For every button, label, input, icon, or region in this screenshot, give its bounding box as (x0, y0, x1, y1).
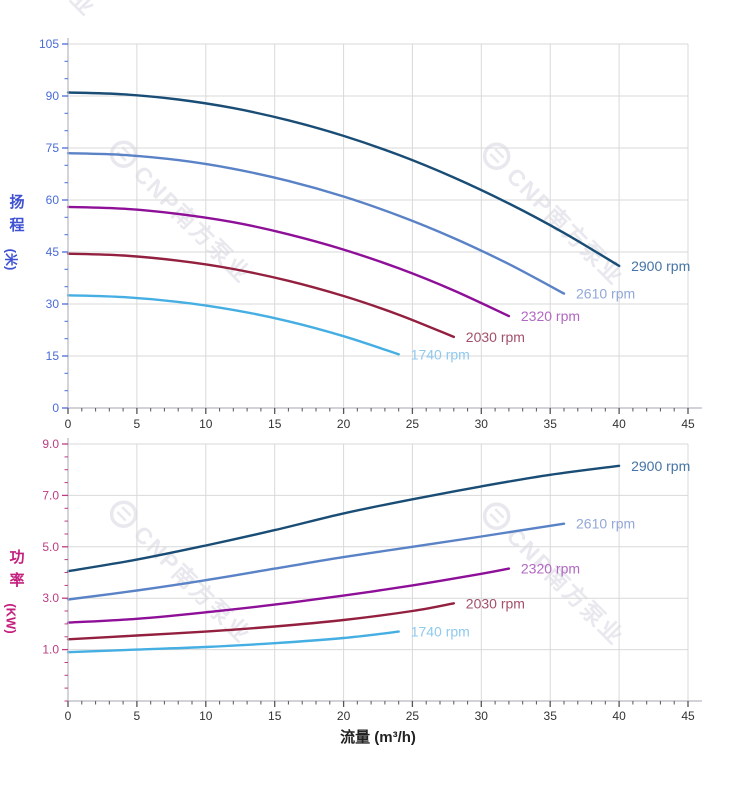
x-tick-label: 30 (475, 417, 489, 431)
y-tick-label: 105 (39, 37, 59, 51)
y-tick-label: 90 (46, 89, 60, 103)
head-chart-label-1740rpm: 1740 rpm (411, 346, 470, 362)
x-tick-label: 40 (612, 709, 626, 723)
x-tick-label: 45 (681, 417, 695, 431)
power-chart-curve-1740rpm (66, 630, 400, 654)
power-chart-label-2320rpm: 2320 rpm (521, 561, 580, 577)
power-y-axis-title: 功率 (9, 549, 25, 589)
power-chart-curve-2900rpm (66, 464, 621, 573)
x-tick-label: 10 (199, 417, 213, 431)
x-tick-label: 30 (475, 709, 489, 723)
power-chart-label-2030rpm: 2030 rpm (466, 595, 525, 611)
head-chart-label-2900rpm: 2900 rpm (631, 258, 690, 274)
power-chart-curve-2610rpm (66, 522, 566, 601)
y-tick-label: 15 (46, 349, 60, 363)
y-tick-label: 60 (46, 193, 60, 207)
head-chart-curve-1740rpm (66, 294, 400, 356)
x-tick-label: 40 (612, 417, 626, 431)
x-tick-label: 5 (134, 417, 141, 431)
x-tick-label: 0 (65, 709, 72, 723)
x-tick-label: 35 (544, 417, 558, 431)
x-tick-label: 25 (406, 417, 420, 431)
head-y-axis-unit: (米) (3, 248, 19, 271)
head-chart-curve-2900rpm (66, 91, 621, 268)
y-tick-label: 7.0 (42, 488, 59, 502)
cnp-logo-icon (482, 502, 511, 530)
x-tick-label: 0 (65, 417, 72, 431)
head-chart-label-2610rpm: 2610 rpm (576, 286, 635, 302)
power-y-axis-unit: (KW) (3, 603, 19, 634)
watermark-text: CNP南方泵业 (502, 523, 630, 651)
head-chart-gridlines (68, 43, 689, 408)
head-chart-curve-2320rpm (66, 205, 511, 318)
head-chart-label-2320rpm: 2320 rpm (521, 308, 580, 324)
y-tick-label: 5.0 (42, 540, 59, 554)
watermark: CNP南方泵业 (0, 0, 101, 21)
watermark-text: CNP南方泵业 (0, 0, 101, 21)
power-chart-x-axis-ticks: 0 5 10 15 20 25 30 35 40 45 (65, 701, 695, 723)
power-chart: 2900 rpm 2610 rpm 2320 rpm 2030 rpm 1740 rpm… (42, 437, 702, 723)
head-chart-y-axis-ticks: 0 15 30 45 60 75 90 105 (39, 37, 68, 415)
power-chart-curve-2320rpm (66, 567, 511, 624)
x-tick-label: 15 (268, 709, 282, 723)
head-chart-curve-2610rpm (66, 152, 566, 295)
x-tick-label: 20 (337, 417, 351, 431)
y-tick-label: 1.0 (42, 643, 59, 657)
y-tick-label: 0 (52, 401, 59, 415)
flow-x-axis-title: 流量 (m³/h) (340, 729, 416, 746)
y-tick-label: 30 (46, 297, 60, 311)
head-chart-curve-2030rpm (66, 252, 455, 339)
y-tick-label: 3.0 (42, 591, 59, 605)
x-tick-label: 10 (199, 709, 213, 723)
power-chart-y-axis-ticks: 1.0 3.0 5.0 7.0 9.0 (42, 437, 68, 702)
x-tick-label: 5 (134, 709, 141, 723)
head-chart-label-2030rpm: 2030 rpm (466, 329, 525, 345)
x-tick-label: 20 (337, 709, 351, 723)
power-chart-label-2900rpm: 2900 rpm (631, 458, 690, 474)
y-tick-label: 75 (46, 141, 60, 155)
x-tick-label: 35 (544, 709, 558, 723)
y-tick-label: 45 (46, 245, 60, 259)
y-tick-label: 9.0 (42, 437, 59, 451)
power-chart-label-2610rpm: 2610 rpm (576, 516, 635, 532)
head-chart-axes (67, 38, 702, 409)
x-tick-label: 15 (268, 417, 282, 431)
x-tick-label: 45 (681, 709, 695, 723)
cnp-logo-icon (109, 500, 138, 528)
cnp-logo-icon (109, 140, 138, 168)
head-y-axis-title: 扬程 (9, 194, 25, 234)
cnp-logo-icon (482, 142, 511, 170)
power-chart-gridlines (68, 443, 689, 701)
watermark: CNP南方泵业 (109, 500, 256, 648)
x-tick-label: 25 (406, 709, 420, 723)
power-chart-label-1740rpm: 1740 rpm (411, 624, 470, 640)
power-chart-curve-2030rpm (66, 602, 455, 641)
watermark: CNP南方泵业 (482, 142, 629, 290)
head-chart-x-axis-ticks: 0 5 10 15 20 25 30 35 40 45 (65, 408, 695, 431)
